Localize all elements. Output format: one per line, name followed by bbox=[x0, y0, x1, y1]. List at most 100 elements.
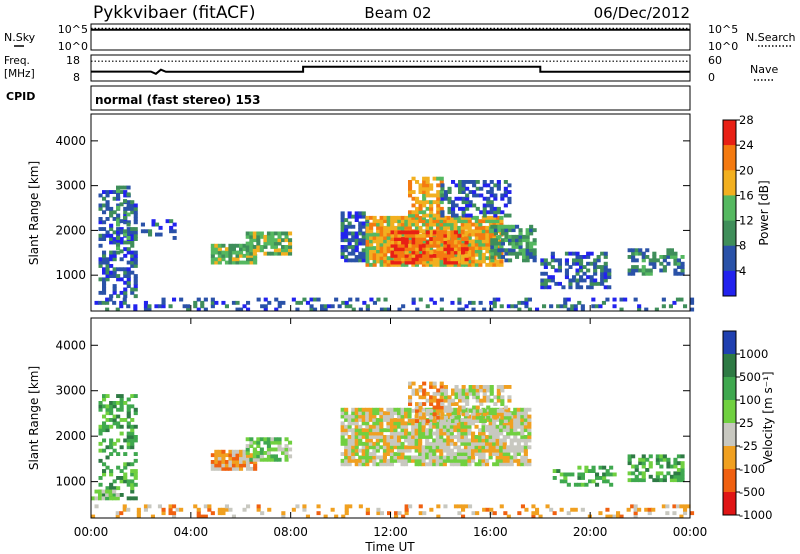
heatmap-cell bbox=[471, 246, 476, 250]
heatmap-cell bbox=[383, 236, 388, 240]
heatmap-cell bbox=[351, 238, 356, 243]
heatmap-cell bbox=[422, 180, 427, 184]
heatmap-cell bbox=[288, 248, 293, 253]
heatmap-cell bbox=[418, 462, 423, 467]
heatmap-cell bbox=[481, 458, 486, 463]
heatmap-cell bbox=[570, 507, 575, 512]
heatmap-cell bbox=[460, 225, 465, 230]
heatmap-cell bbox=[361, 221, 366, 226]
heatmap-cell bbox=[513, 438, 518, 443]
heatmap-cell bbox=[344, 228, 349, 233]
heatmap-cell bbox=[383, 225, 388, 230]
heatmap-cell bbox=[447, 398, 452, 403]
heatmap-cell bbox=[446, 421, 451, 426]
heatmap-cell bbox=[495, 431, 500, 436]
heatmap-cell bbox=[112, 418, 117, 422]
heatmap-cell bbox=[256, 437, 261, 442]
heatmap-cell bbox=[112, 284, 117, 288]
heatmap-cell bbox=[242, 247, 247, 252]
heatmap-cell bbox=[263, 238, 268, 243]
heatmap-cell bbox=[320, 304, 325, 309]
heatmap-cell bbox=[231, 466, 236, 471]
heatmap-cell bbox=[126, 205, 131, 210]
heatmap-cell bbox=[495, 424, 500, 429]
heatmap-cell bbox=[492, 256, 497, 261]
heatmap-cell bbox=[119, 493, 124, 497]
heatmap-cell bbox=[435, 462, 440, 467]
heatmap-cell bbox=[458, 405, 463, 410]
heatmap-cell bbox=[354, 248, 359, 253]
heatmap-cell bbox=[506, 428, 511, 433]
heatmap-cell bbox=[559, 304, 564, 309]
heatmap-cell bbox=[496, 395, 501, 400]
heatmap-cell bbox=[421, 421, 426, 426]
heatmap-cell bbox=[595, 476, 600, 480]
heatmap-cell bbox=[123, 294, 128, 299]
heatmap-cell bbox=[436, 253, 441, 258]
heatmap-cell bbox=[393, 452, 398, 456]
heatmap-cell bbox=[432, 438, 437, 443]
y-tick-label: 3000 bbox=[55, 384, 86, 398]
heatmap-cell bbox=[401, 304, 406, 309]
heatmap-cell bbox=[397, 233, 402, 238]
heatmap-cell bbox=[453, 252, 458, 257]
heatmap-cell bbox=[418, 237, 423, 241]
heatmap-cell bbox=[432, 213, 437, 218]
heatmap-cell bbox=[133, 257, 138, 262]
heatmap-cell bbox=[425, 262, 430, 267]
heatmap-cell bbox=[506, 448, 511, 453]
heatmap-cell bbox=[102, 287, 107, 292]
heatmap-cell bbox=[527, 307, 532, 312]
heatmap-cell bbox=[446, 230, 451, 235]
heatmap-cell bbox=[517, 307, 522, 312]
heatmap-cell bbox=[463, 445, 468, 450]
heatmap-cell bbox=[143, 307, 148, 312]
heatmap-cell bbox=[143, 300, 148, 305]
heatmap-cell bbox=[524, 297, 529, 302]
heatmap-cell bbox=[112, 448, 117, 453]
heatmap-cell bbox=[436, 203, 441, 208]
heatmap-cell bbox=[390, 237, 395, 241]
heatmap-cell bbox=[577, 465, 582, 470]
heatmap-cell bbox=[525, 241, 530, 246]
heatmap-cell bbox=[465, 203, 470, 208]
heatmap-cell bbox=[365, 307, 370, 312]
heatmap-cell bbox=[495, 215, 500, 220]
heatmap-cell bbox=[123, 232, 128, 237]
heatmap-cell bbox=[130, 445, 135, 450]
heatmap-cell bbox=[509, 455, 514, 460]
heatmap-cell bbox=[91, 496, 96, 501]
heatmap-cell bbox=[593, 261, 598, 266]
heatmap-cell bbox=[397, 257, 402, 262]
heatmap-cell bbox=[478, 438, 483, 443]
heatmap-cell bbox=[580, 304, 585, 309]
heatmap-cell bbox=[172, 514, 177, 519]
heatmap-cell bbox=[529, 251, 534, 256]
heatmap-cell bbox=[102, 428, 107, 433]
heatmap-cell bbox=[365, 418, 370, 422]
heatmap-cell bbox=[471, 307, 476, 312]
heatmap-cell bbox=[101, 489, 106, 494]
heatmap-cell bbox=[589, 281, 594, 286]
heatmap-cell bbox=[509, 458, 514, 463]
heatmap-cell bbox=[102, 414, 107, 419]
heatmap-cell bbox=[210, 257, 215, 262]
heatmap-cell bbox=[550, 275, 555, 280]
heatmap-cell bbox=[492, 421, 497, 426]
heatmap-cell bbox=[655, 258, 660, 263]
heatmap-cell bbox=[475, 408, 480, 413]
heatmap-cell bbox=[102, 438, 107, 443]
heatmap-cell bbox=[368, 458, 373, 463]
heatmap-cell bbox=[414, 448, 419, 453]
heatmap-cell bbox=[436, 250, 441, 255]
heatmap-cell bbox=[467, 215, 472, 220]
heatmap-cell bbox=[543, 278, 548, 283]
heatmap-cell bbox=[414, 421, 419, 426]
heatmap-cell bbox=[680, 261, 685, 266]
heatmap-cell bbox=[102, 277, 107, 282]
heatmap-cell bbox=[422, 260, 427, 265]
heatmap-cell bbox=[493, 213, 498, 218]
heatmap-cell bbox=[369, 256, 374, 261]
heatmap-cell bbox=[404, 225, 409, 230]
heatmap-cell bbox=[119, 304, 124, 309]
